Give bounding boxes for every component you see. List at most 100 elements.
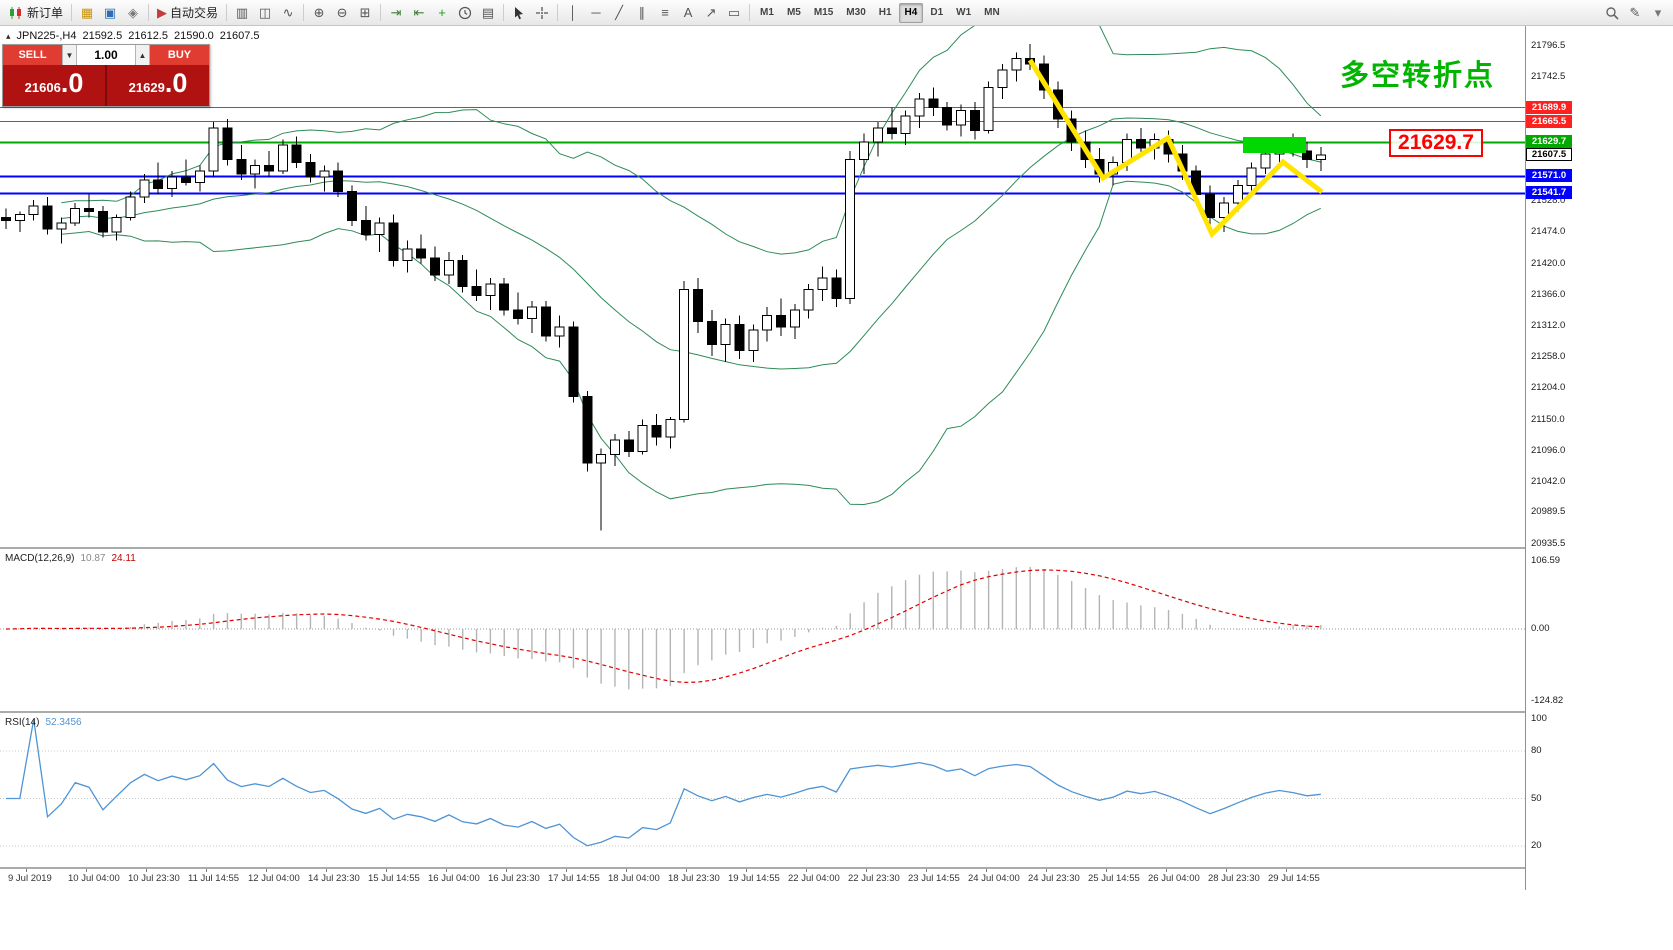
price-line-tag: 21689.9 [1526,100,1572,114]
macd-indicator-pane[interactable] [0,549,1525,711]
pane-divider[interactable] [0,547,1573,549]
turning-point-annotation[interactable]: 多空转折点 [1340,60,1496,92]
line-chart-button[interactable]: ∿ [277,2,299,23]
pane-divider[interactable] [0,711,1573,713]
time-tick [1046,869,1047,872]
toolbar-separator [303,4,305,21]
rsi-scale-label: 100 [1531,713,1547,725]
vertical-line-button[interactable]: │ [562,2,584,23]
timeframe-m15[interactable]: M15 [813,7,834,18]
timeframe-m1[interactable]: M1 [760,7,774,18]
axis-separator [1525,26,1526,890]
zoom-out-button[interactable]: ⊖ [331,2,353,23]
indicators-button[interactable]: + [431,2,453,23]
price-scale-label: 21528.0 [1531,195,1566,207]
buy-price[interactable]: 21629 .0 [107,65,209,106]
new-order-button[interactable]: 新订单 [4,2,67,23]
sell-button[interactable]: SELL [3,45,62,65]
search-button[interactable] [1601,2,1623,23]
trendline-icon: ╱ [615,5,623,20]
time-tick [206,869,207,872]
text-button[interactable]: A [677,2,699,23]
buy-button[interactable]: BUY [150,45,209,65]
price-chart[interactable] [0,26,1525,547]
cursor-button[interactable] [508,2,530,23]
time-axis-label: 17 Jul 14:55 [548,873,600,884]
time-tick [926,869,927,872]
timeframe-w1[interactable]: W1 [956,7,972,18]
macd-name: MACD(12,26,9) [5,553,75,564]
price-line-tag: 21571.0 [1526,169,1572,183]
arrows-button[interactable]: ↗ [700,2,722,23]
time-axis-label: 28 Jul 23:30 [1208,873,1260,884]
main-toolbar: 新订单 ▦ ▣ ◈ ▶ 自动交易 ▥ ◫ ∿ ⊕ ⊖ ⊞ ⇥ ⇤ + ▤ │ ─ ╱ ∥ ≡ A ↗ ▭ M1 M5 M15 M30 H… [0,0,1673,26]
toolbar-overflow-button[interactable]: ▾ [1647,2,1669,23]
volume-up-button[interactable]: ▲ [135,45,150,65]
data-window-button[interactable]: ▣ [99,2,121,23]
candlestick-chart-button[interactable]: ◫ [254,2,276,23]
toolbar-separator [749,4,751,21]
time-axis-label: 29 Jul 14:55 [1268,873,1320,884]
time-tick [1106,869,1107,872]
bar-chart-button[interactable]: ▥ [231,2,253,23]
new-order-icon [8,6,24,20]
time-axis[interactable]: 9 Jul 2019 10 Jul 04:00 10 Jul 23:30 11 Jul… [0,869,1525,890]
zigzag-annotation[interactable] [1027,58,1324,239]
time-tick [506,869,507,872]
time-axis-label: 9 Jul 2019 [8,873,52,884]
timeframe-h1[interactable]: H1 [878,7,892,18]
timeframe-d1[interactable]: D1 [930,7,944,18]
shapes-button[interactable]: ▭ [723,2,745,23]
fibonacci-button[interactable]: ≡ [654,2,676,23]
price-scale-label: 21258.0 [1531,351,1566,363]
auto-trading-button[interactable]: ▶ 自动交易 [153,2,222,23]
zoom-out-icon: ⊖ [336,5,348,20]
templates-button[interactable]: ▤ [477,2,499,23]
timeframe-h4[interactable]: H4 [898,2,924,23]
price-scale-label: 21096.0 [1531,444,1566,456]
crosshair-button[interactable] [531,2,553,23]
zoom-in-button[interactable]: ⊕ [308,2,330,23]
trendline-button[interactable]: ╱ [608,2,630,23]
buy-price-main: 21629 [128,80,165,95]
rsi-indicator-pane[interactable] [0,713,1525,867]
auto-scroll-button[interactable]: ⇥ [385,2,407,23]
tile-windows-button[interactable]: ⊞ [354,2,376,23]
rsi-scale-label: 50 [1531,792,1542,804]
time-axis-label: 16 Jul 23:30 [488,873,540,884]
rsi-scale-label: 80 [1531,745,1542,756]
channel-button[interactable]: ∥ [631,2,653,23]
volume-input[interactable] [77,45,135,65]
highlight-box[interactable] [1243,137,1306,153]
sell-price[interactable]: 21606 .0 [3,65,107,106]
price-callout-label[interactable]: 21629.7 [1389,129,1483,157]
timeframe-mn[interactable]: MN [984,7,1000,18]
timeframe-m30[interactable]: M30 [846,7,866,18]
market-watch-button[interactable]: ▦ [76,2,98,23]
horizontal-line-button[interactable]: ─ [585,2,607,23]
price-scale-label: 21742.5 [1531,71,1566,83]
auto-scroll-icon: ⇥ [390,5,402,20]
navigator-button[interactable]: ◈ [122,2,144,23]
time-tick [866,869,867,872]
edit-button[interactable]: ✎ [1624,2,1646,23]
time-tick [86,869,87,872]
toolbar-separator [503,4,505,21]
time-axis-label: 15 Jul 14:55 [368,873,420,884]
price-scale-label: 21150.0 [1531,413,1565,425]
toolbar-separator [226,4,228,21]
collapse-arrow-icon[interactable]: ▴ [6,30,11,41]
macd-scale-label: 106.59 [1531,555,1561,566]
toolbar-separator [557,4,559,21]
chart-shift-icon: ⇤ [413,5,425,20]
price-axis[interactable]: 106.59 0.00 -124.82 21796.5 21742.5 21528.… [1526,26,1573,890]
time-axis-label: 24 Jul 04:00 [968,873,1020,884]
volume-down-button[interactable]: ▼ [62,45,77,65]
tile-windows-icon: ⊞ [359,5,371,20]
zoom-in-icon: ⊕ [313,5,325,20]
chart-shift-button[interactable]: ⇤ [408,2,430,23]
timeframe-m5[interactable]: M5 [786,7,801,18]
periods-button[interactable] [454,2,476,23]
time-axis-label: 22 Jul 04:00 [788,873,840,884]
pane-divider[interactable] [0,867,1573,869]
